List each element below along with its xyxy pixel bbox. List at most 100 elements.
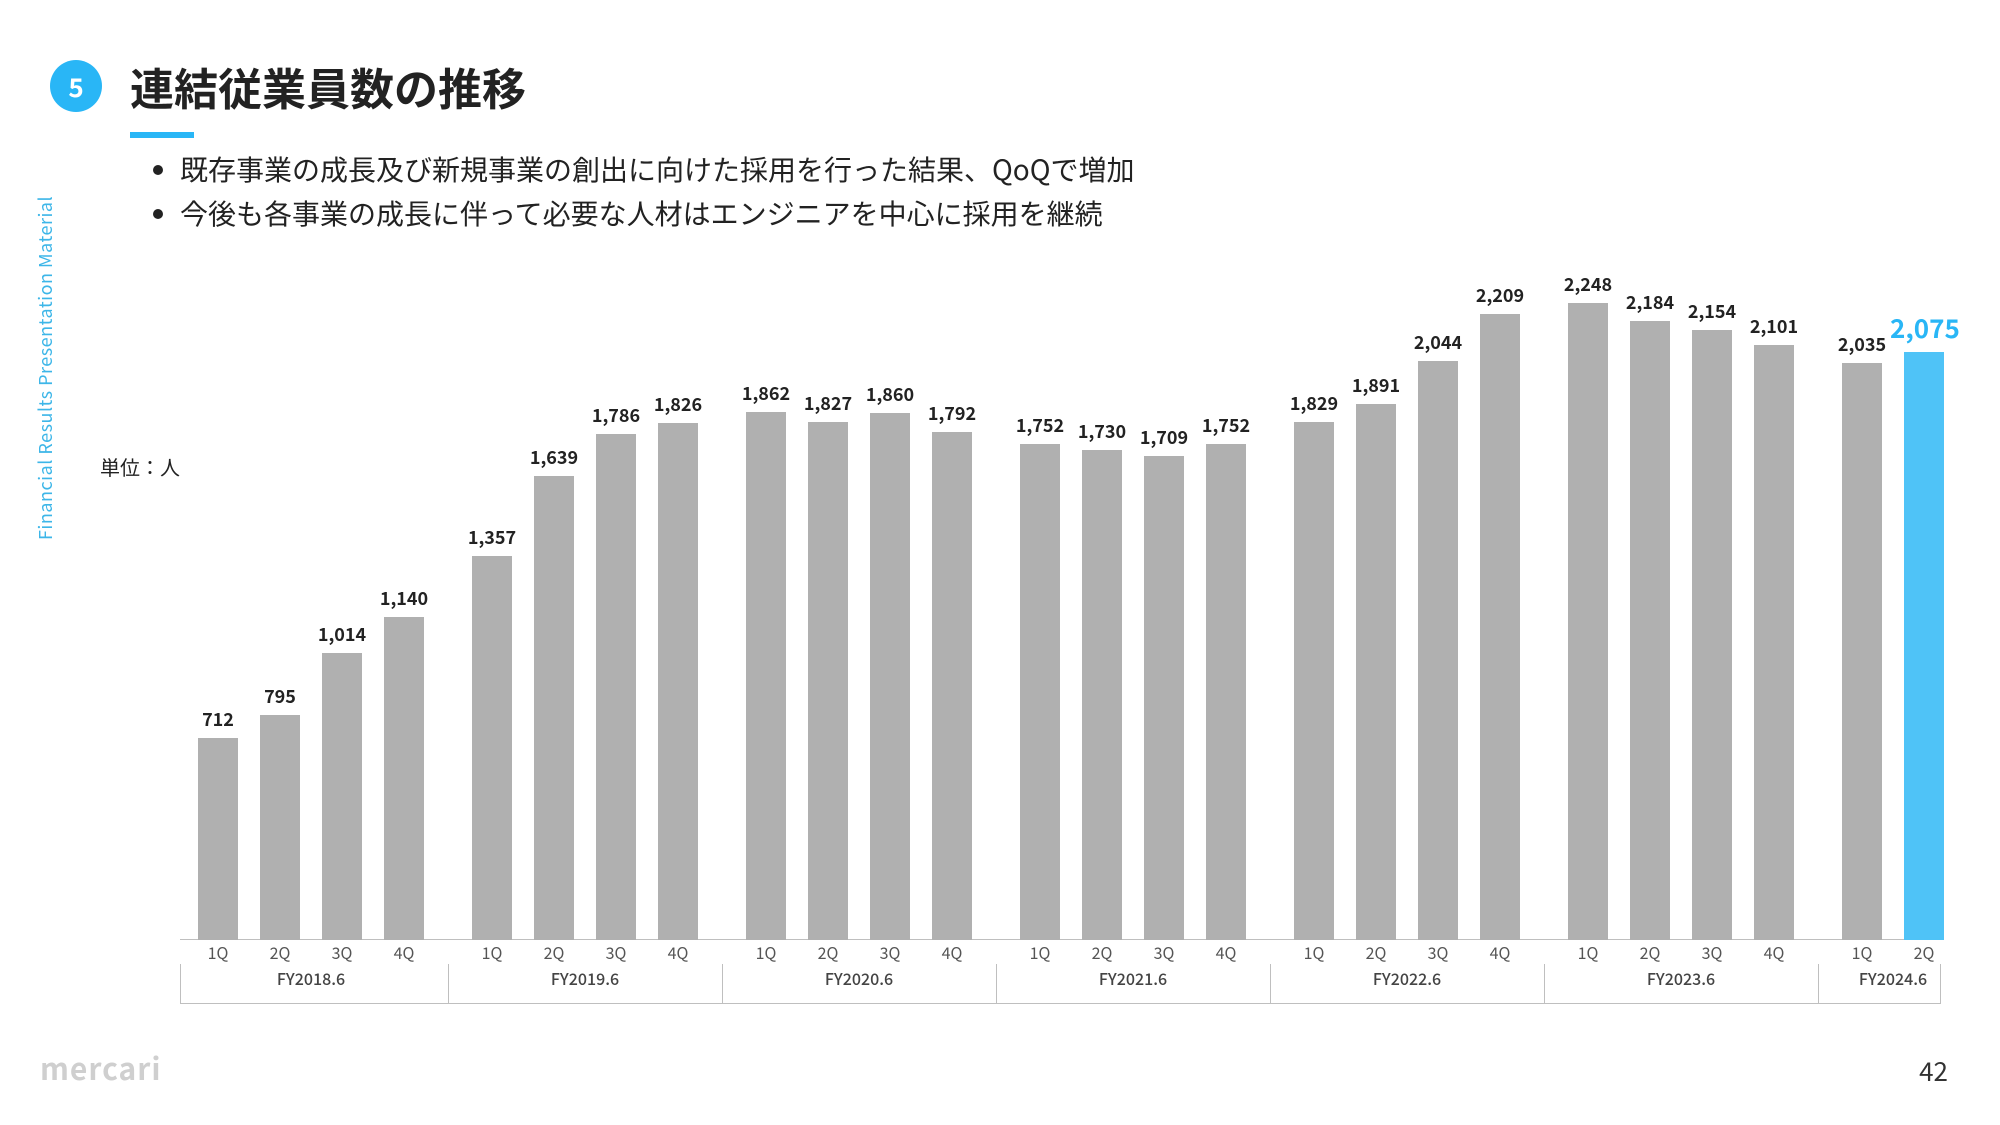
bar-value-label: 1,709 <box>1130 424 1198 450</box>
quarter-label: 4Q <box>650 940 706 964</box>
bar <box>472 556 512 940</box>
bar <box>1082 450 1122 940</box>
fy-label: FY2021.6 <box>1020 966 1246 990</box>
bar <box>1692 330 1732 940</box>
quarter-label: 1Q <box>1012 940 1068 964</box>
bar-value-label: 1,140 <box>370 585 438 611</box>
bar <box>1842 363 1882 940</box>
bar-value-label: 2,035 <box>1828 331 1896 357</box>
fy-axis <box>180 1044 1940 1074</box>
bar <box>1206 444 1246 940</box>
bar-value-label: 2,154 <box>1678 298 1746 324</box>
bar <box>322 653 362 940</box>
fy-tick <box>180 964 181 1004</box>
bullet-item: 今後も各事業の成長に伴って必要な人材はエンジニアを中心に採用を継続 <box>180 192 1135 234</box>
bar-value-label: 2,075 <box>1890 309 1958 346</box>
bar-value-label: 2,209 <box>1466 282 1534 308</box>
brand-logo: mercari <box>40 1045 161 1089</box>
employee-chart: 7121Q7952Q1,0143Q1,1404Q1,3571Q1,6392Q1,… <box>180 260 1940 1010</box>
bar-value-label: 1,752 <box>1192 412 1260 438</box>
bar-value-label: 2,044 <box>1404 329 1472 355</box>
bar <box>198 738 238 940</box>
quarter-label: 1Q <box>190 940 246 964</box>
bar-value-label: 1,786 <box>582 402 650 428</box>
fy-label: FY2018.6 <box>198 966 424 990</box>
quarter-label: 1Q <box>464 940 520 964</box>
bar-value-label: 1,752 <box>1006 412 1074 438</box>
quarter-label: 3Q <box>588 940 644 964</box>
quarter-label: 1Q <box>1286 940 1342 964</box>
fy-label: FY2024.6 <box>1842 966 1944 990</box>
bar <box>384 617 424 940</box>
bar <box>932 432 972 940</box>
bar-value-label: 1,829 <box>1280 390 1348 416</box>
bar-value-label: 1,730 <box>1068 418 1136 444</box>
quarter-label: 2Q <box>1896 940 1952 964</box>
bar <box>1144 456 1184 940</box>
bar <box>1418 361 1458 940</box>
bar <box>808 422 848 940</box>
bar <box>870 413 910 940</box>
quarter-label: 1Q <box>1560 940 1616 964</box>
bar <box>746 412 786 940</box>
page-number: 42 <box>1919 1052 1948 1089</box>
fy-label: FY2022.6 <box>1294 966 1520 990</box>
fy-tick <box>1544 964 1545 1004</box>
quarter-label: 4Q <box>376 940 432 964</box>
fy-label: FY2020.6 <box>746 966 972 990</box>
quarter-label: 1Q <box>738 940 794 964</box>
quarter-label: 4Q <box>1746 940 1802 964</box>
quarter-label: 3Q <box>314 940 370 964</box>
bar-value-label: 2,248 <box>1554 271 1622 297</box>
fy-baseline <box>180 1003 1940 1004</box>
slide-header: 5 連結従業員数の推移 <box>50 54 526 138</box>
bar <box>1630 321 1670 940</box>
fy-label: FY2023.6 <box>1568 966 1794 990</box>
bar-value-label: 2,101 <box>1740 313 1808 339</box>
fy-tick <box>1818 964 1819 1004</box>
quarter-label: 2Q <box>1622 940 1678 964</box>
side-label: Financial Results Presentation Material <box>32 196 58 540</box>
bar <box>596 434 636 940</box>
quarter-label: 3Q <box>1136 940 1192 964</box>
quarter-label: 2Q <box>526 940 582 964</box>
bar-value-label: 1,639 <box>520 444 588 470</box>
bar-value-label: 1,860 <box>856 381 924 407</box>
bar <box>534 476 574 940</box>
bar-value-label: 712 <box>184 706 252 732</box>
bullets: 既存事業の成長及び新規事業の創出に向けた採用を行った結果、QoQで増加今後も各事… <box>140 148 1135 236</box>
quarter-label: 4Q <box>924 940 980 964</box>
quarter-label: 4Q <box>1472 940 1528 964</box>
bar <box>1754 345 1794 940</box>
fy-tick <box>722 964 723 1004</box>
quarter-label: 3Q <box>862 940 918 964</box>
bar-value-label: 1,862 <box>732 380 800 406</box>
unit-label: 単位：人 <box>100 452 180 481</box>
bar-value-label: 795 <box>246 683 314 709</box>
quarter-label: 2Q <box>252 940 308 964</box>
fy-label: FY2019.6 <box>472 966 698 990</box>
bar <box>260 715 300 940</box>
quarter-label: 2Q <box>1348 940 1404 964</box>
bar <box>1568 303 1608 940</box>
bar-value-label: 1,792 <box>918 400 986 426</box>
bar-value-label: 1,357 <box>458 524 526 550</box>
bar <box>658 423 698 940</box>
bar-value-label: 1,826 <box>644 391 712 417</box>
bar-value-label: 2,184 <box>1616 289 1684 315</box>
bars-container: 7121Q7952Q1,0143Q1,1404Q1,3571Q1,6392Q1,… <box>180 260 1940 940</box>
slide-title: 連結従業員数の推移 <box>130 54 526 118</box>
quarter-label: 2Q <box>1074 940 1130 964</box>
quarter-label: 4Q <box>1198 940 1254 964</box>
bar <box>1904 352 1944 940</box>
fy-tick <box>448 964 449 1004</box>
section-number-badge: 5 <box>50 60 102 112</box>
fy-tick <box>996 964 997 1004</box>
bar <box>1020 444 1060 940</box>
quarter-label: 2Q <box>800 940 856 964</box>
bar <box>1356 404 1396 940</box>
bar-value-label: 1,891 <box>1342 372 1410 398</box>
bar-value-label: 1,827 <box>794 390 862 416</box>
quarter-label: 3Q <box>1410 940 1466 964</box>
quarter-label: 1Q <box>1834 940 1890 964</box>
